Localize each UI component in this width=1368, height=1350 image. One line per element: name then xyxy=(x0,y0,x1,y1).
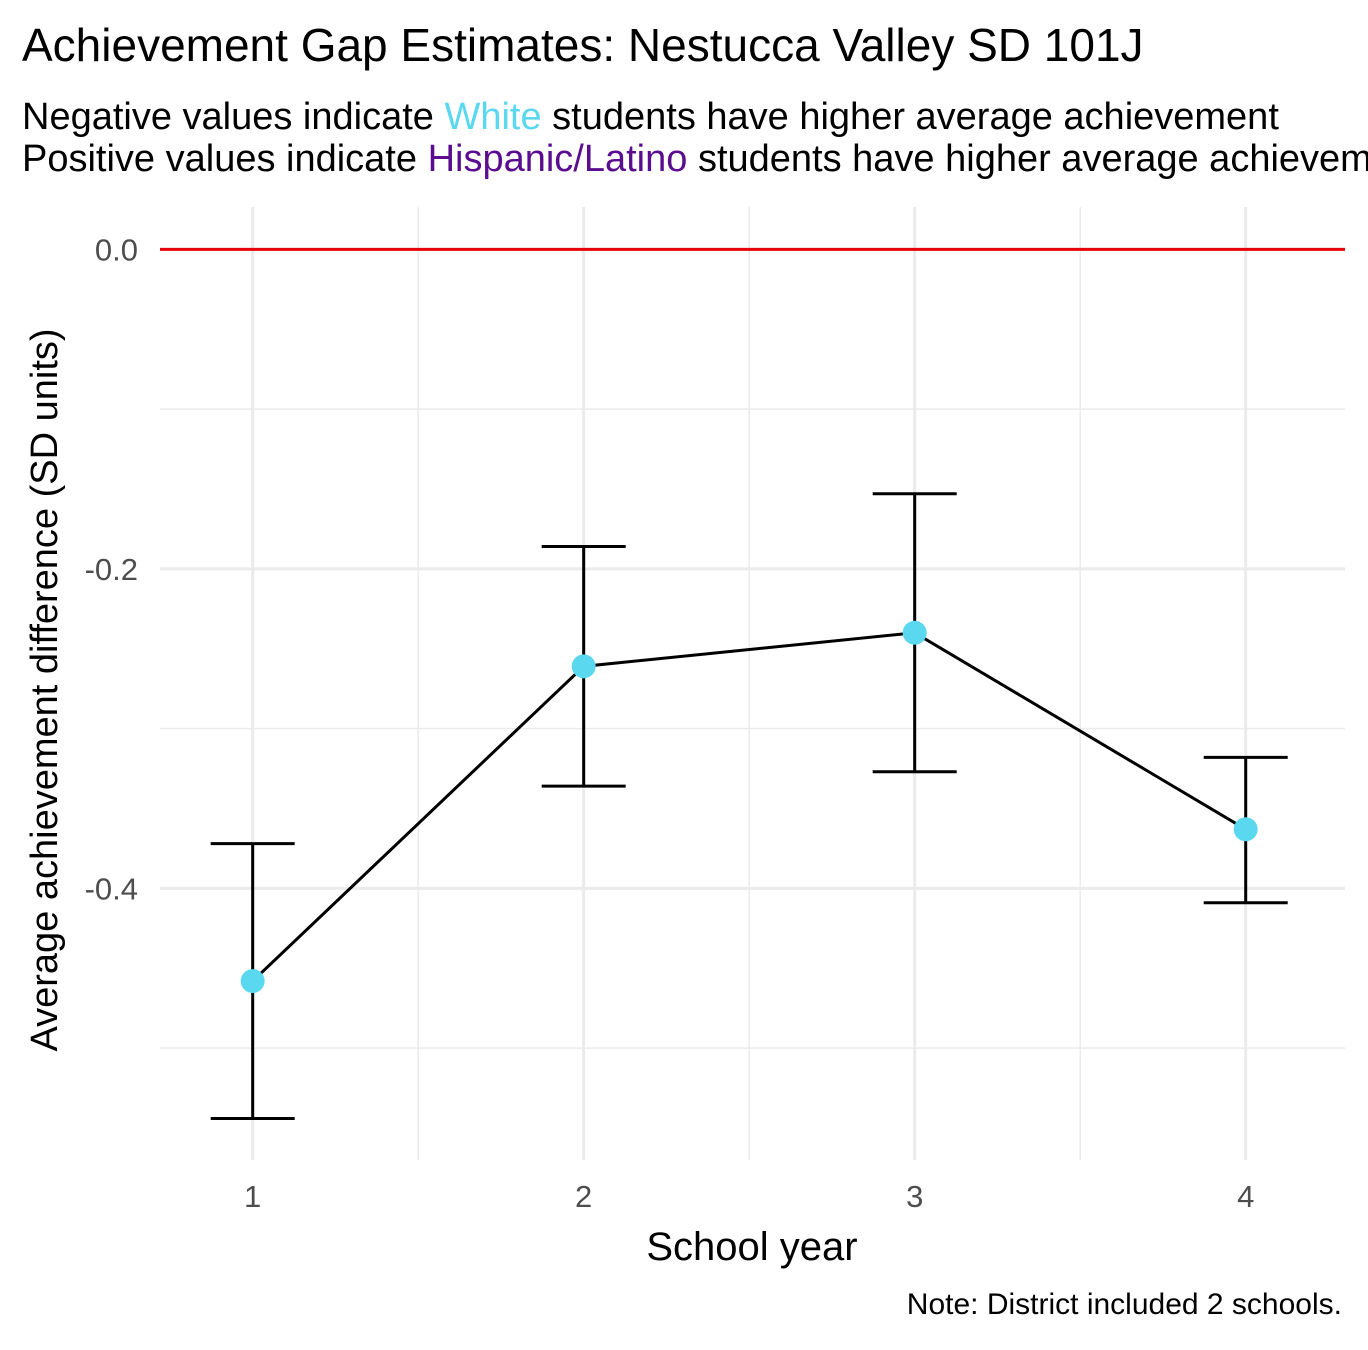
series-line xyxy=(251,631,1247,983)
chart-title: Achievement Gap Estimates: Nestucca Vall… xyxy=(22,19,1144,71)
series-layer xyxy=(210,492,1288,1120)
data-point xyxy=(571,654,596,679)
subtitle-1-prefix: Negative values indicate xyxy=(22,96,445,138)
subtitle-2-suffix: students have higher average achievement xyxy=(687,138,1368,180)
grid-layer xyxy=(160,207,1345,1160)
x-tick-label: 4 xyxy=(1237,1179,1254,1214)
y-tick-label: -0.4 xyxy=(85,871,138,906)
chart-subtitle-line-2: Positive values indicate Hispanic/Latino… xyxy=(22,138,1368,180)
x-tick-label: 1 xyxy=(244,1179,261,1214)
x-axis-label: School year xyxy=(646,1225,857,1269)
data-point xyxy=(240,969,265,994)
x-tick-label: 2 xyxy=(575,1179,592,1214)
y-axis-label: Average achievement difference (SD units… xyxy=(24,328,66,1051)
y-tick-label: 0.0 xyxy=(95,232,138,267)
subtitle-white-label: White xyxy=(444,96,542,138)
axis-layer: 0.0 -0.2 -0.4 1 2 3 4 xyxy=(85,232,1255,1214)
chart-caption: Note: District included 2 schools. xyxy=(906,1288,1342,1321)
subtitle-1-suffix: students have higher average achievement xyxy=(541,96,1279,138)
x-tick-label: 3 xyxy=(906,1179,923,1214)
subtitle-2-prefix: Positive values indicate xyxy=(22,138,428,180)
chart-subtitle-line-1: Negative values indicate White students … xyxy=(22,96,1279,138)
data-point xyxy=(1233,817,1258,842)
y-tick-label: -0.2 xyxy=(85,552,138,587)
data-point xyxy=(902,620,927,645)
subtitle-hispanic-label: Hispanic/Latino xyxy=(427,138,688,180)
